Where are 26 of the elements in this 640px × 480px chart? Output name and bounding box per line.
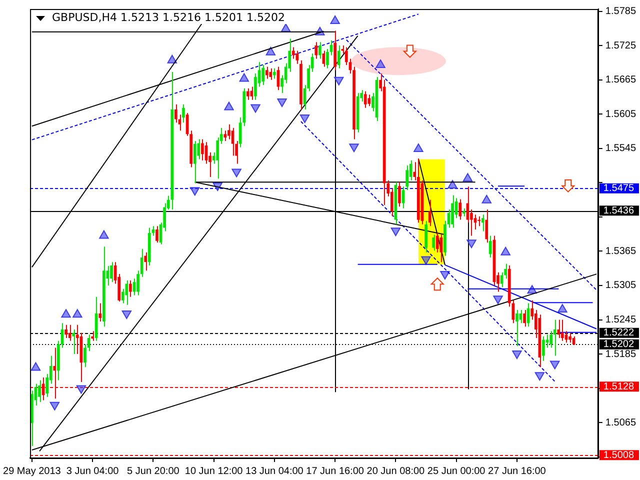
x-tick-label: 29 May 2013 [3,466,62,477]
y-tick-label: 1.5605 [605,108,636,120]
y-tick-label: 1.5545 [605,143,636,154]
y-tick-label: 1.5065 [605,417,636,428]
y-tick-label: 1.5725 [605,40,636,52]
y-tick-label: 1.5665 [605,74,636,86]
ref-line-label: 1.5202 [603,339,634,350]
chart-title: GBPUSD,H4 1.5213 1.5216 1.5201 1.5202 [50,11,287,24]
ref-line-label: 1.5222 [603,328,634,339]
y-tick-label: 1.5245 [605,314,636,326]
x-tick-label: 25 Jun 00:00 [427,466,486,477]
ref-line-label: 1.5008 [603,450,634,461]
y-tick-label: 1.5185 [605,348,636,360]
y-tick-label: 1.5365 [605,246,636,257]
x-tick-label: 27 Jun 16:00 [488,466,546,477]
x-tick-label: 5 Jun 20:00 [127,466,180,477]
ref-line-label: 1.5475 [603,183,634,194]
x-tick-label: 17 Jun 16:00 [306,466,364,477]
y-tick-label: 1.5305 [605,280,636,292]
y-tick-label: 1.5785 [605,6,636,18]
ref-line-label: 1.5436 [603,205,634,216]
x-tick-label: 3 Jun 04:00 [66,466,120,477]
x-tick-label: 13 Jun 04:00 [246,466,304,477]
ref-line-label: 1.5128 [603,381,634,392]
x-tick-label: 10 Jun 12:00 [184,466,244,477]
x-tick-label: 20 Jun 08:00 [366,466,426,477]
